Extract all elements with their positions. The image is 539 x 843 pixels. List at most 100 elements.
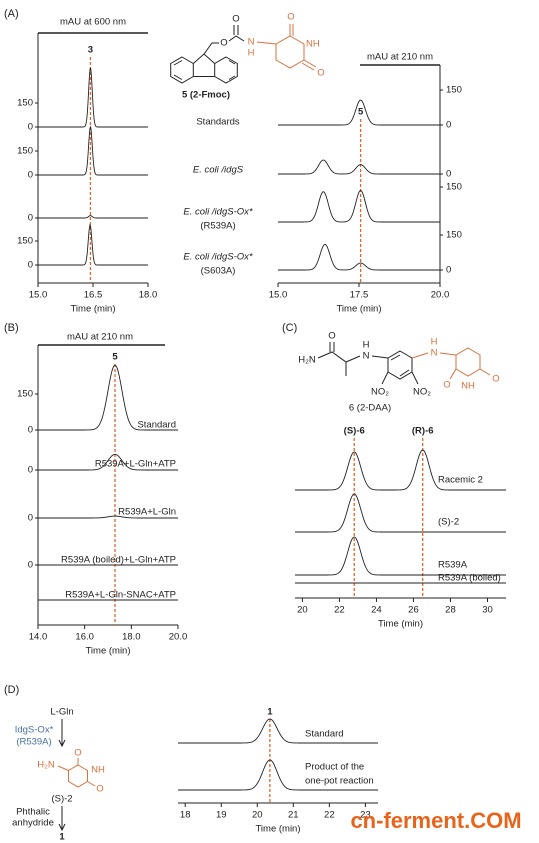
scheme-text: 1: [59, 832, 65, 843]
trace: [295, 536, 506, 576]
y-tick-label: 150: [17, 389, 33, 400]
structure-caption: 6 (2-DAA): [349, 403, 391, 414]
x-axis-label: Time (min): [70, 304, 115, 315]
atom: NH: [91, 765, 105, 776]
x-tick-label: 16.5: [84, 290, 103, 301]
y-tick-label: 150: [17, 98, 33, 109]
y-tick-label: 0: [28, 560, 33, 571]
x-tick-label: 18.0: [122, 632, 141, 643]
x-tick-label: 19: [216, 810, 227, 821]
x-axis-label: Time (min): [336, 304, 381, 315]
y-tick-label: 0: [28, 122, 33, 133]
trace-label: R539A (boiled)+L-Gln+ATP: [61, 555, 176, 566]
trace-label: (S603A): [201, 266, 236, 277]
y-tick-label: 150: [446, 85, 462, 96]
trace: [38, 67, 148, 128]
peak-label: 5: [112, 352, 118, 363]
atom: O: [232, 14, 239, 25]
trace-label: Standard: [137, 420, 176, 431]
trace-label: one-pot reaction: [305, 776, 374, 787]
x-tick-label: 14.0: [29, 632, 48, 643]
y-tick-label: 0: [446, 120, 451, 131]
trace: [38, 364, 178, 431]
x-axis-label: Time (min): [378, 619, 423, 630]
trace-label: (R539A): [200, 221, 235, 232]
atom: NO₂: [413, 387, 431, 398]
y-tick-label: 0: [28, 170, 33, 181]
y-tick-label: 150: [446, 182, 462, 193]
trace-label: R539A+L-Gln: [118, 507, 176, 518]
trace: [38, 215, 148, 219]
y-tick-label: 150: [17, 146, 33, 157]
panel-label: (D): [4, 684, 19, 696]
atom: O: [443, 380, 450, 391]
atom: N: [248, 37, 255, 48]
peak-label: 3: [88, 45, 93, 56]
trace: [278, 99, 440, 126]
peak-label: (S)-6: [344, 426, 365, 437]
y-tick-label: 150: [446, 230, 462, 241]
atom: H₂N: [298, 355, 316, 366]
atom: NH: [461, 381, 475, 392]
trace: [38, 515, 178, 519]
watermark: cn-ferment.COM: [350, 808, 521, 833]
x-tick-label: 28: [445, 605, 456, 616]
scheme-text: Phthalic: [16, 807, 50, 818]
trace-label: Standards: [196, 117, 240, 128]
atom: O: [317, 68, 324, 79]
y-axis-label: mAU at 600 nm: [60, 17, 126, 28]
atom: O: [287, 12, 294, 23]
structure-5: O O N H O NH O 5 (2-Fmoc): [170, 12, 325, 101]
x-tick-label: 18.0: [139, 290, 158, 301]
x-tick-label: 22: [334, 605, 345, 616]
scheme-enzyme: IdgS-Ox*: [15, 725, 54, 736]
atom: O: [96, 784, 103, 795]
atom: N: [431, 348, 438, 359]
x-tick-label: 20: [297, 605, 308, 616]
trace-label: (S)-2: [438, 517, 459, 528]
atom: O: [220, 38, 227, 49]
atom: H: [363, 340, 370, 351]
trace: [38, 125, 148, 176]
trace-label: R539A+L-Gln+ATP: [95, 459, 176, 470]
peak-label: (R)-6: [412, 426, 434, 437]
trace: [178, 718, 378, 744]
y-tick-label: 0: [28, 260, 33, 271]
trace: [295, 493, 506, 533]
atom: N: [363, 351, 370, 362]
atom: O: [492, 374, 499, 385]
trace: [278, 159, 440, 175]
scheme-text: anhydride: [12, 818, 54, 829]
trace-label: R539A: [438, 560, 468, 571]
structure-6: H₂N O N H NO₂ NO₂ N H O NH O 6 (2-DAA): [298, 331, 499, 414]
y-axis-label: mAU at 210 nm: [67, 332, 133, 343]
trace-label: Racemic 2: [438, 475, 483, 486]
trace-label: E. coli /idgS-Ox*: [183, 252, 252, 263]
panel-label: (A): [4, 8, 19, 20]
panel-label: (B): [4, 322, 19, 334]
trace-label: E. coli /idgS-Ox*: [183, 207, 252, 218]
atom: O: [74, 748, 81, 759]
scheme: L-Gln IdgS-Ox* (R539A) H₂N O NH O (S)-2 …: [12, 707, 105, 843]
peak-label: 5: [358, 107, 364, 118]
y-tick-label: 150: [17, 236, 33, 247]
x-tick-label: 30: [482, 605, 493, 616]
y-tick-label: 0: [28, 513, 33, 524]
x-tick-label: 22: [324, 810, 335, 821]
trace-label: Standard: [305, 729, 344, 740]
x-tick-label: 20.0: [169, 632, 188, 643]
scheme-text: (S)-2: [51, 794, 72, 805]
x-tick-label: 20.0: [431, 290, 450, 301]
x-tick-label: 16.0: [75, 632, 94, 643]
x-axis-label: Time (min): [85, 646, 130, 657]
scheme-enzyme: (R539A): [16, 737, 51, 748]
trace: [278, 243, 440, 271]
x-tick-label: 15.0: [29, 290, 48, 301]
atom: NH: [306, 39, 320, 50]
structure-caption: 5 (2-Fmoc): [182, 90, 230, 101]
x-tick-label: 24: [371, 605, 382, 616]
trace: [178, 759, 378, 791]
x-axis-label: Time (min): [255, 824, 300, 835]
trace-label: R539A (boiled): [438, 573, 501, 584]
